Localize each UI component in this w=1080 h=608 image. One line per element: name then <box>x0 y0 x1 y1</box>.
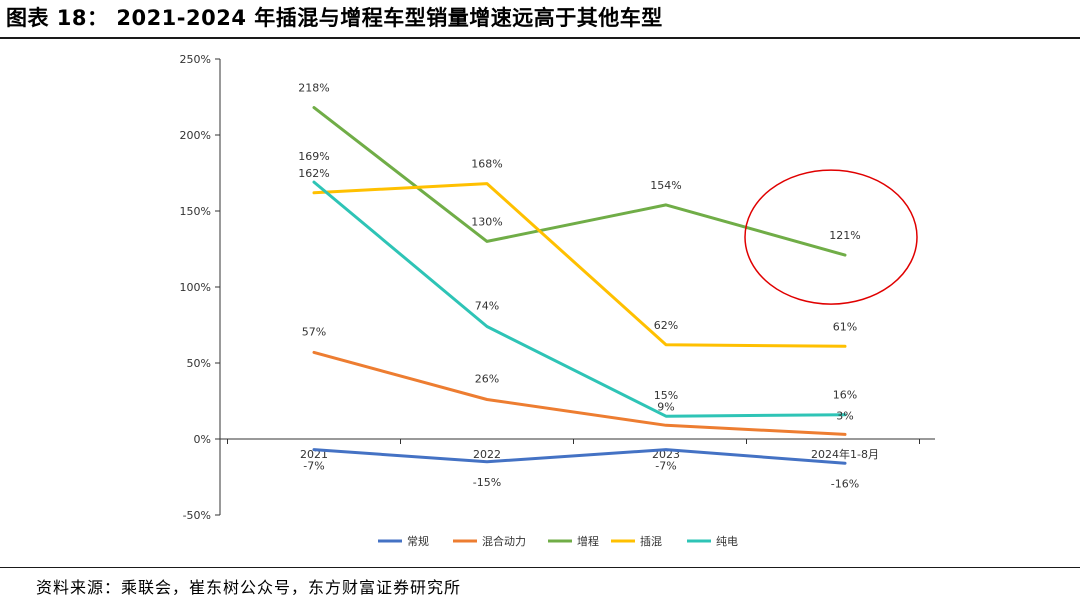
series-line-纯电 <box>312 180 847 418</box>
data-label-纯电: 74% <box>475 300 499 313</box>
y-tick-label: -50% <box>183 509 211 522</box>
series-line-混合动力 <box>312 350 847 436</box>
data-label-插混: 62% <box>654 319 678 332</box>
legend-label-纯电: 纯电 <box>716 535 738 548</box>
data-label-纯电: 15% <box>654 389 678 402</box>
data-label-常规: -15% <box>473 476 501 489</box>
data-label-插混: 168% <box>471 158 502 171</box>
legend-label-增程: 增程 <box>577 534 599 548</box>
legend-label-插混: 插混 <box>640 534 662 548</box>
data-label-混合动力: 3% <box>836 409 853 422</box>
data-label-纯电: 16% <box>833 389 857 402</box>
series-line-常规 <box>312 448 847 465</box>
data-label-纯电: 169% <box>298 150 329 163</box>
title-rule <box>0 37 1080 39</box>
data-label-插混: 162% <box>298 167 329 180</box>
series-lines <box>312 106 847 465</box>
series-line-增程 <box>312 106 847 257</box>
annotation-circle <box>744 169 918 305</box>
figure-title: 图表 18： 2021-2024 年插混与增程车型销量增速远高于其他车型 <box>6 6 663 30</box>
y-tick-label: 50% <box>187 357 211 370</box>
data-label-常规: -7% <box>303 460 324 473</box>
data-label-插混: 61% <box>833 320 857 333</box>
series-line-插混 <box>312 182 847 348</box>
y-tick-label: 150% <box>180 205 211 218</box>
y-tick-label: 100% <box>180 281 211 294</box>
data-label-混合动力: 57% <box>302 325 326 338</box>
legend: 常规 混合动力 增程 插混 纯电 <box>378 534 738 548</box>
data-label-混合动力: 26% <box>475 372 499 385</box>
data-label-增程: 154% <box>650 179 681 192</box>
data-label-增程: 121% <box>829 229 860 242</box>
legend-label-混合动力: 混合动力 <box>482 534 526 548</box>
source-note: 资料来源：乘联会，崔东树公众号，东方财富证券研究所 <box>36 578 462 597</box>
data-label-增程: 130% <box>471 215 502 228</box>
x-tick-label: 2022 <box>473 448 501 461</box>
data-labels: -7% -15% -7% -16% 57% 26% 9% 3% 218% 130% 154% 121%… <box>298 82 860 491</box>
annotation-ellipse <box>744 169 918 305</box>
data-label-增程: 218% <box>298 82 329 95</box>
legend-label-常规: 常规 <box>407 534 429 548</box>
y-tick-label: 0% <box>194 433 211 446</box>
x-tick-label: 2024年1-8月 <box>811 447 879 461</box>
source-rule <box>0 567 1080 568</box>
y-tick-label: 250% <box>180 53 211 66</box>
data-label-常规: -16% <box>831 477 859 490</box>
chart-axes: -50%0%50%100%150%200%250%2021 2022 2023 202… <box>180 53 935 522</box>
line-chart: -50%0%50%100%150%200%250%2021 2022 2023 202… <box>180 53 935 548</box>
y-tick-label: 200% <box>180 129 211 142</box>
data-label-常规: -7% <box>655 460 676 473</box>
data-label-混合动力: 9% <box>657 400 674 413</box>
